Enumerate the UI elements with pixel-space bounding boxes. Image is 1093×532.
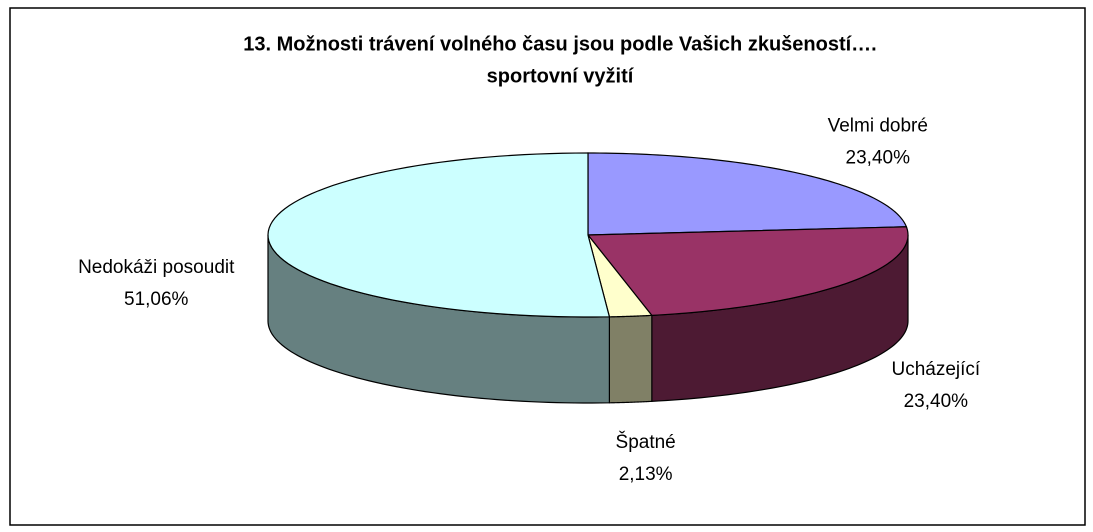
slice [587,234,654,318]
slice-label: Ucházející [891,359,980,380]
slice [587,152,908,236]
chart-title: sportovní vyžití [487,65,635,87]
slice-label: Velmi dobré [828,116,928,137]
slice-label: Nedokáži posoudit [78,257,235,278]
slice-value-label: 2,13% [619,464,673,485]
slice [586,226,909,316]
slice-value-label: 23,40% [904,391,969,412]
slice-side [608,314,653,404]
slice-value-label: 23,40% [846,148,911,169]
chart-title: 13. Možnosti trávení volného času jsou p… [243,33,877,55]
slice-value-label: 51,06% [124,289,189,310]
slice [267,152,611,318]
slice-label: Špatné [616,431,676,453]
